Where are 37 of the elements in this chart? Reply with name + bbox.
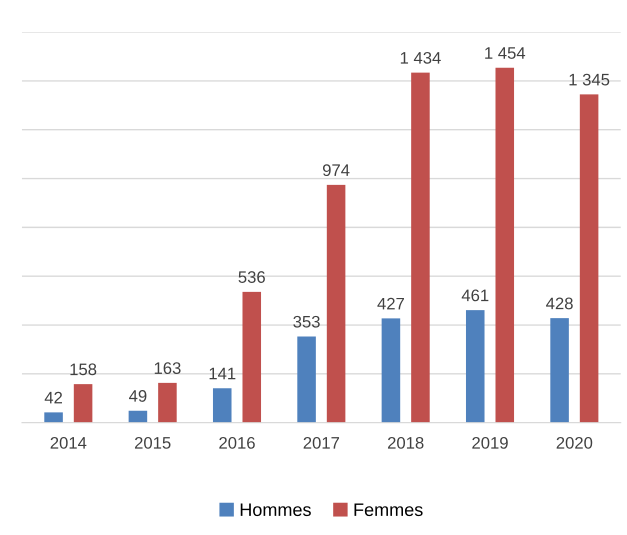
x-tick-label: 2019 [472, 436, 508, 449]
x-tick-label: 2017 [304, 436, 340, 449]
bar [44, 412, 63, 423]
bar [466, 310, 485, 423]
bar [411, 72, 430, 423]
data-label: 461 [462, 289, 488, 302]
x-tick-label: 2015 [134, 436, 171, 449]
data-label: 158 [70, 363, 96, 376]
data-label: 163 [154, 362, 181, 374]
bar [158, 382, 177, 423]
bar [382, 318, 400, 423]
bar [242, 292, 262, 423]
data-label: 49 [129, 390, 146, 402]
data-label: 1 454 [485, 47, 526, 59]
bar [128, 410, 148, 423]
data-label: 141 [210, 368, 236, 380]
data-label: 42 [44, 392, 62, 404]
legend-label: Femmes [354, 503, 423, 516]
x-tick-label: 2016 [219, 436, 255, 449]
data-label: 353 [293, 316, 320, 328]
bar [580, 94, 598, 423]
data-label: 1 434 [400, 52, 441, 64]
data-label: 427 [377, 298, 404, 310]
x-tick-label: 2014 [50, 436, 86, 449]
data-label: 1 345 [570, 74, 610, 86]
bar [495, 68, 514, 423]
bar [212, 388, 232, 423]
data-label: 974 [322, 164, 350, 176]
x-tick-label: 2018 [388, 436, 424, 449]
bar [550, 318, 569, 423]
bar [74, 384, 92, 423]
data-label: 536 [238, 271, 265, 283]
bar [326, 184, 346, 423]
data-label: 428 [546, 298, 573, 310]
legend-label: Hommes [240, 503, 311, 516]
x-tick-label: 2020 [556, 436, 592, 449]
bar [297, 336, 316, 423]
